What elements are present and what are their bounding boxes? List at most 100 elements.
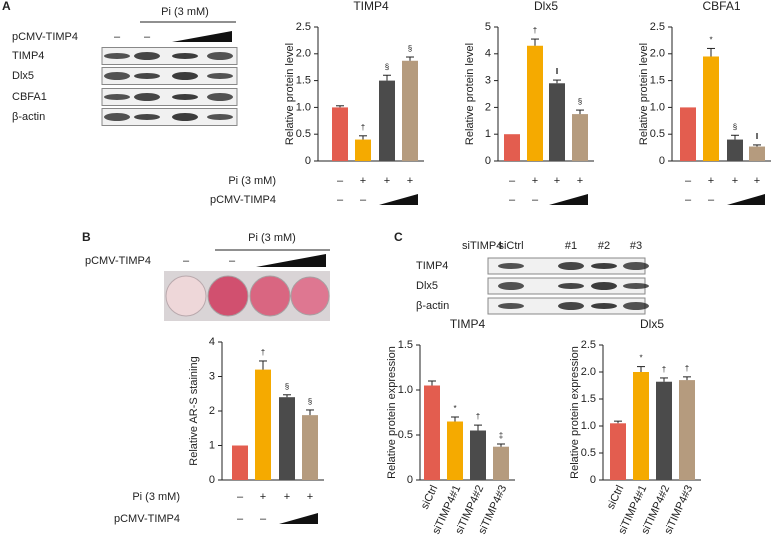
x-row-mark: + — [577, 175, 583, 187]
lane-label: #1 — [565, 240, 577, 252]
y-tick-label: 5 — [485, 21, 491, 33]
significance-mark: † — [662, 365, 666, 374]
blot-row-label: CBFA1 — [12, 91, 47, 103]
x-row-mark: – — [509, 194, 516, 206]
bar — [424, 385, 440, 480]
wedge — [172, 31, 232, 42]
blot-row-label: pCMV-TIMP4 — [85, 255, 151, 267]
blot-band — [207, 52, 233, 60]
blot-row-label: Dlx5 — [416, 280, 438, 292]
y-tick-label: 2.5 — [650, 21, 665, 33]
blot-band — [498, 282, 524, 290]
x-row-mark: + — [284, 491, 290, 503]
blot-row-label: TIMP4 — [416, 260, 448, 272]
lane-label: #3 — [630, 240, 642, 252]
x-row-mark: + — [532, 175, 538, 187]
x-row-label: Pi (3 mM) — [228, 175, 276, 187]
blot-row-label: β-actin — [416, 300, 449, 312]
bar — [549, 83, 565, 161]
y-tick-label: 1.5 — [296, 75, 311, 87]
blot-box — [101, 88, 238, 106]
x-row-mark: + — [360, 175, 366, 187]
significance-mark: § — [385, 62, 389, 71]
y-tick-label: 0 — [209, 474, 215, 486]
significance-mark: † — [533, 26, 537, 35]
x-row-mark: + — [260, 491, 266, 503]
x-row-mark: – — [685, 175, 692, 187]
well — [207, 275, 249, 317]
y-tick-label: 0 — [407, 474, 413, 486]
blot-band — [558, 262, 584, 270]
x-row-mark: + — [307, 491, 313, 503]
panel-label: C — [394, 230, 403, 244]
blot-band — [172, 113, 198, 121]
blot-band — [207, 93, 233, 101]
y-tick-label: 0.5 — [650, 128, 665, 140]
y-tick-label: 0 — [305, 155, 311, 167]
y-tick-label: 2 — [209, 405, 215, 417]
y-axis-label: Relative protein level — [638, 43, 650, 145]
blot-band — [134, 73, 160, 79]
blot-header: siTIMP4 — [462, 240, 502, 252]
significance-mark: † — [685, 364, 689, 373]
bar — [749, 146, 765, 161]
lane-label: siCtrl — [498, 240, 523, 252]
x-row-mark: + — [407, 175, 413, 187]
panel-label: B — [82, 230, 91, 244]
blot-header: Pi (3 mM) — [248, 232, 296, 244]
y-tick-label: 2.0 — [650, 48, 665, 60]
well — [249, 275, 291, 317]
blot-band — [172, 72, 198, 80]
x-tick-label: siCtrl — [605, 483, 626, 511]
x-row-label: Pi (3 mM) — [132, 491, 180, 503]
y-tick-label: 0 — [485, 155, 491, 167]
sign: – — [183, 255, 190, 267]
significance-mark: † — [476, 412, 480, 421]
blot-band — [104, 72, 130, 80]
bar — [493, 446, 509, 480]
bar — [633, 372, 649, 480]
sign: – — [229, 255, 236, 267]
bar — [279, 397, 295, 480]
significance-mark: * — [639, 354, 642, 363]
blot-band — [134, 114, 160, 120]
x-row-mark: + — [754, 175, 760, 187]
bar — [572, 114, 588, 161]
blot-band — [498, 263, 524, 269]
wedge — [379, 194, 418, 205]
significance-mark: ‖ — [555, 67, 558, 76]
blot-panels: A B C Pi (3 mM) pCMV-TIMP4 – – TIMP4 Dlx… — [2, 0, 642, 321]
y-tick-label: 4 — [209, 336, 215, 348]
significance-mark: § — [733, 122, 737, 131]
blot-band — [134, 52, 160, 60]
bar — [727, 139, 743, 161]
blot-band — [558, 283, 584, 289]
chart-title: CBFA1 — [702, 0, 740, 13]
well — [165, 275, 207, 317]
blot-band — [623, 283, 649, 289]
blot-band — [558, 302, 584, 310]
blot-box — [101, 67, 238, 85]
y-tick-label: 1 — [209, 439, 215, 451]
y-axis-label: Relative protein level — [284, 43, 296, 145]
blot-band — [591, 282, 617, 290]
x-row-mark: – — [260, 513, 267, 525]
y-tick-label: 1 — [485, 128, 491, 140]
x-row-mark: – — [532, 194, 539, 206]
bar — [402, 60, 418, 161]
y-tick-label: 0 — [590, 474, 596, 486]
significance-mark: § — [408, 44, 412, 53]
bar — [680, 107, 696, 161]
blot-band — [104, 113, 130, 121]
y-tick-label: 1.0 — [398, 384, 413, 396]
x-row-mark: – — [708, 194, 715, 206]
x-tick-label: siCtrl — [419, 483, 440, 511]
blot-band — [591, 263, 617, 269]
bar — [332, 107, 348, 161]
x-row-mark: + — [554, 175, 560, 187]
chart-title: Dlx5 — [640, 317, 664, 331]
y-tick-label: 0.5 — [581, 447, 596, 459]
y-axis-label: Relative protein expression — [386, 346, 398, 479]
bar — [255, 369, 271, 480]
